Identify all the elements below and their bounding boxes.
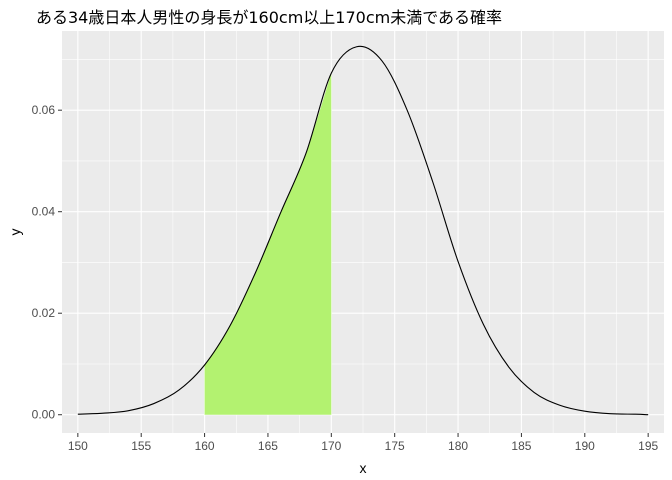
x-tick-label: 165 — [258, 439, 278, 453]
x-tick-label: 180 — [448, 439, 468, 453]
x-axis-title: x — [360, 460, 367, 476]
y-tick-label: 0.00 — [32, 408, 56, 422]
gridlines-minor — [62, 31, 664, 433]
y-tick-label: 0.06 — [32, 103, 56, 117]
y-tick-label: 0.02 — [32, 306, 56, 320]
x-tick-label: 185 — [511, 439, 531, 453]
chart-title: ある34歳日本人男性の身長が160cm以上170cm未満である確率 — [36, 8, 503, 27]
x-tick-label: 150 — [68, 439, 88, 453]
x-axis: 150 155 160 165 170 175 180 185 190 195 — [68, 433, 658, 453]
x-tick-label: 190 — [575, 439, 595, 453]
x-tick-label: 155 — [131, 439, 151, 453]
x-tick-label: 160 — [195, 439, 215, 453]
y-axis-title: y — [7, 229, 23, 236]
y-axis: 0.00 0.02 0.04 0.06 — [32, 103, 62, 422]
y-tick-label: 0.04 — [32, 205, 56, 219]
x-tick-label: 170 — [321, 439, 341, 453]
x-tick-label: 195 — [638, 439, 658, 453]
density-curve — [77, 45, 649, 416]
x-tick-label: 175 — [385, 439, 405, 453]
